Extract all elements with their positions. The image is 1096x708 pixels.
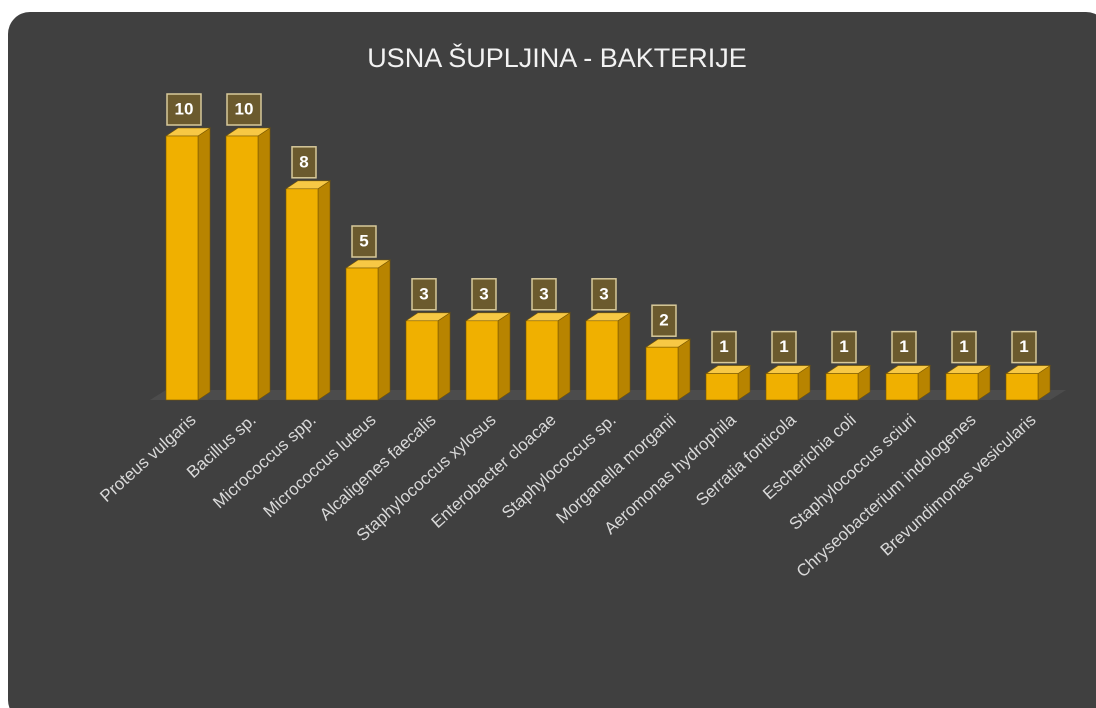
value-label-box: [711, 330, 737, 364]
bar: [225, 127, 271, 401]
value-label: 2: [659, 311, 668, 330]
bar-side: [377, 259, 391, 401]
value-label: 5: [359, 231, 368, 250]
bar: [645, 338, 691, 401]
bar: [345, 259, 391, 401]
bar-front: [825, 373, 859, 401]
value-label-box: [891, 330, 917, 364]
value-label-box: [351, 225, 377, 258]
value-label: 8: [299, 152, 308, 171]
bar-front: [1005, 373, 1039, 401]
value-label: 1: [779, 337, 788, 356]
value-label-box: [831, 330, 857, 364]
bar-front: [225, 135, 259, 401]
bar-front: [585, 320, 619, 401]
value-label: 10: [175, 99, 194, 118]
bar-front: [945, 373, 979, 401]
bar: [405, 312, 451, 401]
value-label-box: [226, 93, 262, 126]
bar-front: [405, 320, 439, 401]
bar-front: [525, 320, 559, 401]
bar-side: [437, 312, 451, 401]
bar-side: [617, 312, 631, 401]
value-label: 3: [419, 284, 428, 303]
value-label-box: [531, 278, 557, 311]
bar: [285, 180, 331, 401]
value-label: 1: [719, 337, 728, 356]
value-label-box: [771, 330, 797, 364]
value-label-box: [166, 93, 202, 126]
value-label-box: [591, 278, 617, 311]
value-label-box: [411, 278, 437, 311]
bar-side: [497, 312, 511, 401]
value-label: 3: [479, 284, 488, 303]
bar-front: [165, 135, 199, 401]
bar: [705, 365, 751, 401]
bar-front: [345, 267, 379, 401]
bar-side: [257, 127, 271, 401]
value-label-box: [651, 304, 677, 337]
value-label-box: [1011, 330, 1037, 364]
chart-title: USNA ŠUPLJINA - BAKTERIJE: [367, 42, 747, 73]
bar-front: [645, 346, 679, 401]
bar: [525, 312, 571, 401]
bar: [765, 365, 811, 401]
value-label: 1: [899, 337, 908, 356]
value-label: 3: [539, 284, 548, 303]
bar: [585, 312, 631, 401]
bar: [465, 312, 511, 401]
bar-front: [705, 373, 739, 401]
bar: [945, 365, 991, 401]
bar: [1005, 365, 1051, 401]
value-label: 3: [599, 284, 608, 303]
bar-front: [765, 373, 799, 401]
bar-side: [677, 338, 691, 401]
bar: [165, 127, 211, 401]
value-label: 10: [235, 99, 254, 118]
bar-side: [317, 180, 331, 401]
value-label-box: [951, 330, 977, 364]
bar-front: [885, 373, 919, 401]
value-label-box: [471, 278, 497, 311]
value-label: 1: [959, 337, 968, 356]
value-label: 1: [839, 337, 848, 356]
bar-side: [557, 312, 571, 401]
value-label-box: [291, 146, 317, 179]
bar-side: [197, 127, 211, 401]
value-label: 1: [1019, 337, 1028, 356]
bar-front: [465, 320, 499, 401]
bar: [825, 365, 871, 401]
bar-front: [285, 188, 319, 401]
bar: [885, 365, 931, 401]
